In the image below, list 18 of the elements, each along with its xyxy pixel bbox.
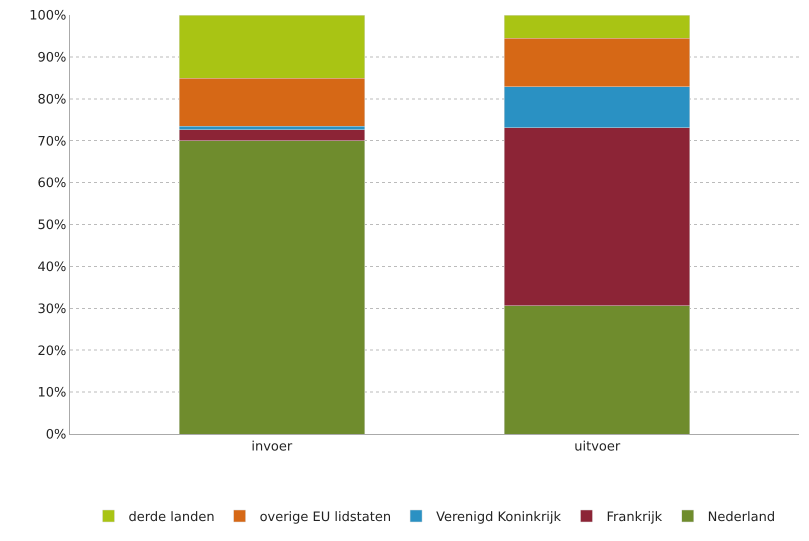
- x-tick-label: invoer: [251, 440, 293, 455]
- x-tick-label: uitvoer: [574, 440, 621, 455]
- legend-label: overige EU lidstaten: [260, 510, 392, 526]
- y-tick-label: 0%: [46, 428, 66, 443]
- legend-label: Verenigd Koninkrijk: [436, 510, 562, 526]
- y-tick-label: 40%: [37, 260, 66, 275]
- y-tick-label: 30%: [37, 302, 66, 317]
- y-tick-label: 90%: [37, 50, 66, 66]
- y-tick-label: 60%: [37, 176, 66, 192]
- y-tick-label: 20%: [37, 344, 66, 359]
- y-tick-label: 50%: [37, 218, 66, 234]
- y-tick-label: 100%: [29, 8, 66, 24]
- legend-label: derde landen: [128, 510, 215, 526]
- legend-label: Frankrijk: [606, 510, 663, 526]
- y-tick-label: 80%: [37, 92, 66, 108]
- y-tick-label: 10%: [37, 386, 66, 401]
- legend-label: Nederland: [708, 510, 776, 526]
- y-tick-label: 70%: [37, 134, 66, 150]
